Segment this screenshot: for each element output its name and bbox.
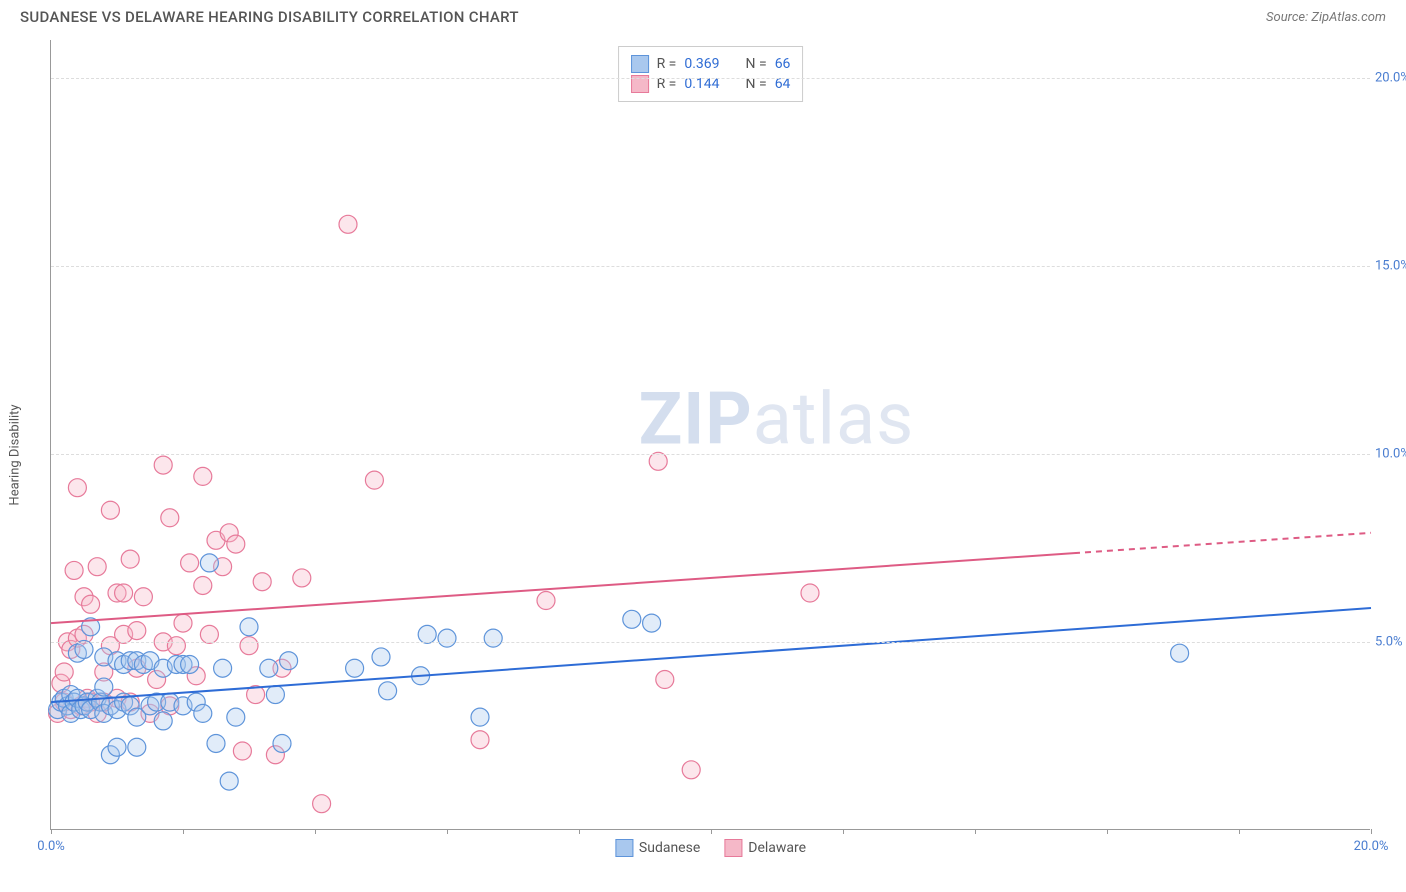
- plot-area: ZIPatlas R =0.369N =66R =0.144N =64 Suda…: [50, 40, 1370, 830]
- data-point: [207, 734, 225, 752]
- gridline-h: [51, 642, 1370, 643]
- data-point: [438, 629, 456, 647]
- data-point: [82, 595, 100, 613]
- data-point: [121, 550, 139, 568]
- data-point: [181, 554, 199, 572]
- data-point: [154, 712, 172, 730]
- chart-container: Hearing Disability ZIPatlas R =0.369N =6…: [0, 30, 1406, 880]
- x-tick: [579, 829, 580, 834]
- x-legend-item: Sudanese: [615, 839, 700, 857]
- data-point: [108, 738, 126, 756]
- data-point: [75, 640, 93, 658]
- x-legend: Sudanese Delaware: [615, 839, 806, 857]
- data-point: [313, 795, 331, 813]
- data-point: [280, 652, 298, 670]
- data-point: [372, 648, 390, 666]
- data-point: [260, 659, 278, 677]
- data-point: [200, 625, 218, 643]
- data-point: [227, 708, 245, 726]
- data-point: [682, 761, 700, 779]
- legend-label: Sudanese: [639, 840, 700, 856]
- data-point: [365, 471, 383, 489]
- data-point: [418, 625, 436, 643]
- data-point: [161, 509, 179, 527]
- data-point: [253, 573, 271, 591]
- data-point: [167, 637, 185, 655]
- x-tick: [183, 829, 184, 834]
- x-tick: [975, 829, 976, 834]
- x-legend-item: Delaware: [724, 839, 806, 857]
- data-point: [233, 742, 251, 760]
- data-point: [181, 655, 199, 673]
- x-tick: [843, 829, 844, 834]
- data-point: [68, 479, 86, 497]
- data-point: [65, 561, 83, 579]
- x-tick-label: 20.0%: [1354, 839, 1389, 854]
- y-tick-label: 15.0%: [1375, 258, 1406, 273]
- y-tick-label: 20.0%: [1375, 70, 1406, 85]
- x-tick: [1371, 829, 1372, 834]
- data-point: [154, 456, 172, 474]
- trend-line-dashed: [1074, 533, 1371, 553]
- data-point: [379, 682, 397, 700]
- legend-swatch: [615, 839, 633, 857]
- data-point: [214, 659, 232, 677]
- legend-label: Delaware: [748, 840, 806, 856]
- data-point: [227, 535, 245, 553]
- scatter-svg: [51, 40, 1371, 830]
- data-point: [339, 215, 357, 233]
- data-point: [537, 592, 555, 610]
- x-tick-label: 0.0%: [37, 839, 65, 854]
- data-point: [88, 558, 106, 576]
- data-point: [240, 637, 258, 655]
- gridline-h: [51, 266, 1370, 267]
- data-point: [134, 588, 152, 606]
- x-tick: [447, 829, 448, 834]
- gridline-h: [51, 78, 1370, 79]
- gridline-h: [51, 454, 1370, 455]
- data-point: [101, 501, 119, 519]
- data-point: [656, 671, 674, 689]
- data-point: [649, 452, 667, 470]
- legend-swatch: [724, 839, 742, 857]
- title-bar: SUDANESE VS DELAWARE HEARING DISABILITY …: [0, 0, 1406, 30]
- y-axis-label: Hearing Disability: [8, 404, 23, 505]
- data-point: [220, 772, 238, 790]
- data-point: [194, 576, 212, 594]
- y-tick-label: 5.0%: [1375, 634, 1406, 649]
- data-point: [128, 622, 146, 640]
- data-point: [346, 659, 364, 677]
- data-point: [200, 554, 218, 572]
- data-point: [471, 731, 489, 749]
- data-point: [1171, 644, 1189, 662]
- data-point: [266, 686, 284, 704]
- data-point: [273, 734, 291, 752]
- source-label: Source: ZipAtlas.com: [1266, 10, 1386, 25]
- data-point: [174, 614, 192, 632]
- chart-title: SUDANESE VS DELAWARE HEARING DISABILITY …: [20, 8, 519, 26]
- data-point: [643, 614, 661, 632]
- data-point: [115, 584, 133, 602]
- data-point: [95, 678, 113, 696]
- data-point: [240, 618, 258, 636]
- x-tick: [315, 829, 316, 834]
- y-tick-label: 10.0%: [1375, 446, 1406, 461]
- data-point: [128, 738, 146, 756]
- data-point: [471, 708, 489, 726]
- x-tick: [1239, 829, 1240, 834]
- x-tick: [1107, 829, 1108, 834]
- data-point: [801, 584, 819, 602]
- data-point: [484, 629, 502, 647]
- data-point: [55, 663, 73, 681]
- data-point: [194, 467, 212, 485]
- data-point: [293, 569, 311, 587]
- x-tick: [711, 829, 712, 834]
- data-point: [623, 610, 641, 628]
- data-point: [194, 704, 212, 722]
- x-tick: [51, 829, 52, 834]
